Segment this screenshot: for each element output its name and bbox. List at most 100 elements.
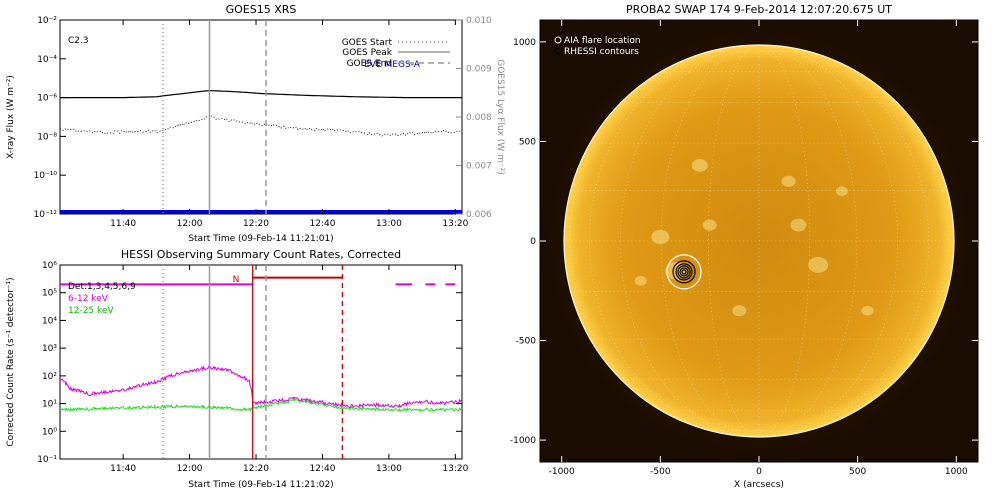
goes-xray-flux-line <box>60 89 462 99</box>
hessi-y-tick-label: 10² <box>42 372 57 382</box>
hessi-x-tick-label: 11:40 <box>110 464 136 474</box>
goes-legend-start: GOES Start <box>342 38 393 48</box>
rhessi-contour <box>677 265 691 279</box>
hessi-y-tick-label: 10¹ <box>42 400 57 410</box>
goes-y2label: GOES15 Lyα Flux (W m⁻²) <box>495 59 505 175</box>
goes-legend-peak: GOES Peak <box>342 48 392 58</box>
hessi-y-tick-label: 10⁵ <box>42 289 57 299</box>
hessi-legend-det: Det:1,3,4,5,6,9 <box>68 282 136 292</box>
hessi-night-label: N <box>233 275 240 285</box>
goes-y2-axis: 0.006 0.007 0.008 0.009 0.010 <box>456 16 492 220</box>
swap-x-tick-label: -500 <box>650 467 671 477</box>
goes-legend-end: GOES End <box>347 59 392 69</box>
goes-y2-tick-label: 0.009 <box>466 65 492 75</box>
swap-title: PROBA2 SWAP 174 9-Feb-2014 12:07:20.675 … <box>626 3 892 16</box>
swap-panel: PROBA2 SWAP 174 9-Feb-2014 12:07:20.675 … <box>510 3 979 490</box>
swap-legend: AIA flare location RHESSI contours <box>554 36 641 57</box>
hessi-ylabel: Corrected Count Rate (s⁻¹ detector⁻¹) <box>6 277 16 446</box>
hessi-xlabel: Start Time (09-Feb-14 11:21:02) <box>188 480 333 490</box>
hessi-x-tick-label: 13:20 <box>442 464 468 474</box>
goes-plot-frame <box>59 19 463 215</box>
goes-ylabel: X-ray Flux (W m⁻²) <box>6 75 16 159</box>
meridian-line <box>588 44 760 438</box>
aia-flare-location-circle <box>666 254 702 290</box>
goes-x-tick-label: 13:00 <box>376 219 402 229</box>
bright-region <box>634 276 647 286</box>
aia-legend-symbol <box>554 36 562 44</box>
hessi-legend-12-25: 12-25 keV <box>68 306 114 316</box>
hessi-legend-6-12: 6-12 keV <box>68 294 109 304</box>
hessi-panel: HESSI Observing Summary Count Rates, Cor… <box>6 248 469 490</box>
goes-y2-tick-label: 0.006 <box>466 210 492 220</box>
goes-lya-flux-line <box>60 115 462 137</box>
goes-y2-tick-label: 0.010 <box>466 16 492 26</box>
bright-region <box>781 175 796 187</box>
flare-markers <box>666 254 702 290</box>
swap-y-tick-label: -500 <box>516 337 537 347</box>
swap-y-tick-label: -1000 <box>510 436 536 446</box>
hessi-y-tick-label: 10⁰ <box>42 427 57 437</box>
hessi-12-25-kev-line <box>60 398 462 413</box>
hessi-x-tick-label: 12:40 <box>309 464 335 474</box>
rhessi-contour <box>672 260 696 284</box>
goes-panel: GOES15 XRS 10⁻¹² 10⁻¹⁰ 10⁻⁸ 10⁻⁶ 10⁻⁴ 10⁻² 0.… <box>6 3 505 244</box>
hessi-plot-frame <box>59 264 463 460</box>
heliographic-grid <box>563 44 955 438</box>
bright-region <box>702 219 717 231</box>
swap-legend-rhessi: RHESSI contours <box>564 47 639 57</box>
bright-region <box>808 256 829 273</box>
hessi-legend: Det:1,3,4,5,6,9 6-12 keV 12-25 keV <box>68 282 136 316</box>
hessi-title: HESSI Observing Summary Count Rates, Cor… <box>121 248 401 261</box>
swap-x-tick-label: -1000 <box>549 467 575 477</box>
meridian-line <box>758 44 930 438</box>
hessi-x-axis: 11:40 12:00 12:20 12:40 13:00 13:20 <box>110 265 469 474</box>
bright-region <box>835 186 848 197</box>
bright-region <box>790 218 807 232</box>
goes-flare-class: C2.3 <box>68 36 89 46</box>
goes-y-tick-label: 10⁻¹⁰ <box>34 171 58 181</box>
swap-x-tick-label: 0 <box>756 467 762 477</box>
bright-region <box>651 229 670 245</box>
goes-title: GOES15 XRS <box>226 3 297 16</box>
goes-marks <box>60 20 462 214</box>
rhessi-contour <box>679 267 689 277</box>
goes-x-tick-label: 12:20 <box>243 219 269 229</box>
hessi-x-tick-label: 13:00 <box>376 464 402 474</box>
meridian-line <box>758 44 898 438</box>
goes-y-tick-label: 10⁻⁴ <box>37 55 57 65</box>
meridian-line <box>620 44 760 438</box>
goes-y2-tick-label: 0.007 <box>466 162 492 172</box>
hessi-y-tick-label: 10⁶ <box>42 261 57 271</box>
goes-y2-tick-label: 0.008 <box>466 113 492 123</box>
goes-x-tick-label: 12:40 <box>309 219 335 229</box>
swap-x-tick-label: 500 <box>849 467 866 477</box>
goes-x-axis: 11:40 12:00 12:20 12:40 13:00 13:20 <box>110 20 469 229</box>
hessi-y-tick-label: 10⁴ <box>42 316 57 326</box>
goes-y-axis: 10⁻¹² 10⁻¹⁰ 10⁻⁸ 10⁻⁶ 10⁻⁴ 10⁻² <box>34 16 66 220</box>
swap-axes: -1000 -500 0 500 1000 -1000 -500 0 500 1000 <box>510 20 978 477</box>
bright-region <box>861 305 874 316</box>
goes-x-tick-label: 11:40 <box>110 219 136 229</box>
hessi-6-12-kev-line <box>60 365 462 409</box>
hessi-x-tick-label: 12:00 <box>177 464 203 474</box>
swap-legend-aia: AIA flare location <box>564 36 641 46</box>
hessi-y-tick-label: 10⁻¹ <box>37 455 57 465</box>
swap-xlabel: X (arcsecs) <box>734 480 784 490</box>
goes-legend: GOES Start GOES Peak GOES End <box>342 38 450 69</box>
hessi-marks <box>60 265 462 459</box>
swap-y-tick-label: 500 <box>519 137 536 147</box>
goes-y-tick-label: 10⁻¹² <box>34 210 58 220</box>
goes-y-tick-label: 10⁻² <box>37 16 57 26</box>
eve-annotation: EVE MEGS-A <box>364 60 421 70</box>
swap-y-tick-label: 1000 <box>513 38 536 48</box>
hessi-y-tick-label: 10³ <box>42 344 57 354</box>
goes-x-tick-label: 12:00 <box>177 219 203 229</box>
bright-region <box>691 158 708 172</box>
rhessi-contour <box>681 269 687 275</box>
hessi-x-tick-label: 12:20 <box>243 464 269 474</box>
bright-region <box>732 305 747 317</box>
goes-x-tick-label: 13:20 <box>442 219 468 229</box>
swap-y-tick-label: 0 <box>530 237 536 247</box>
